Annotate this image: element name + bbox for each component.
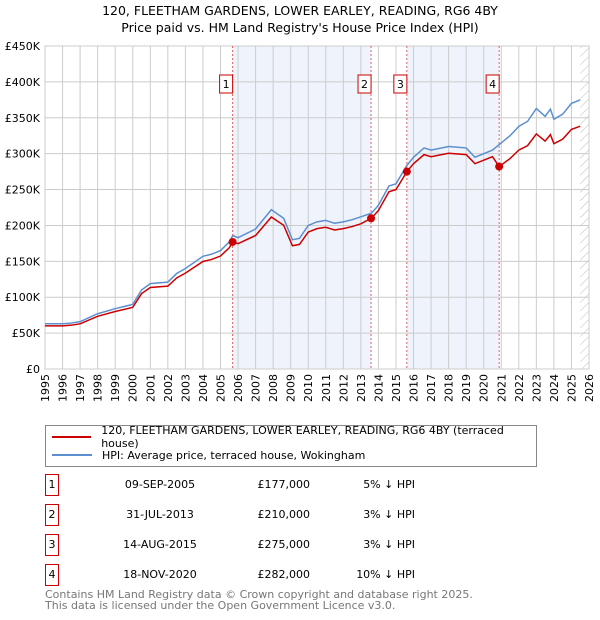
sale-marker-label: 2 bbox=[361, 78, 368, 91]
footer-copyright: Contains HM Land Registry data © Crown c… bbox=[45, 588, 473, 601]
footer: Contains HM Land Registry data © Crown c… bbox=[45, 589, 473, 611]
shaded-period bbox=[406, 46, 500, 369]
y-tick-label: £100K bbox=[5, 291, 41, 304]
x-tick-label: 1999 bbox=[109, 374, 122, 402]
property-price-line bbox=[45, 125, 581, 327]
shaded-period bbox=[232, 46, 372, 369]
y-tick-label: £450K bbox=[5, 40, 41, 53]
y-tick-label: £400K bbox=[5, 76, 41, 89]
chart-subtitle: Price paid vs. HM Land Registry's House … bbox=[121, 20, 479, 35]
sale-point bbox=[367, 214, 376, 223]
x-tick-label: 2011 bbox=[320, 374, 333, 402]
sale-point bbox=[495, 162, 504, 171]
sale-date: 31-JUL-2013 bbox=[126, 508, 194, 521]
legend-item-hpi: HPI: Average price, terraced house, Woki… bbox=[52, 447, 365, 463]
sale-hpi-diff: 3% ↓ HPI bbox=[363, 538, 415, 551]
x-tick-label: 2008 bbox=[267, 374, 280, 402]
footer-licence: This data is licensed under the Open Gov… bbox=[45, 599, 396, 612]
x-tick-label: 2005 bbox=[214, 374, 227, 402]
y-tick-label: £250K bbox=[5, 184, 41, 197]
x-tick-label: 2012 bbox=[337, 374, 350, 402]
sale-marker-label: 4 bbox=[45, 564, 59, 586]
y-tick-label: £150K bbox=[5, 255, 41, 268]
x-tick-label: 2016 bbox=[408, 374, 421, 402]
x-tick-label: 2000 bbox=[127, 374, 140, 402]
x-tick-label: 1995 bbox=[39, 374, 52, 402]
sale-marker-box bbox=[393, 74, 408, 94]
legend-swatch-blue bbox=[52, 454, 92, 456]
sale-point bbox=[228, 237, 237, 246]
y-tick-label: £50K bbox=[12, 327, 41, 340]
sale-date: 18-NOV-2020 bbox=[123, 568, 197, 581]
sale-price: £282,000 bbox=[257, 568, 311, 581]
sale-marker-box bbox=[357, 74, 372, 94]
sale-marker-label: 1 bbox=[223, 78, 230, 91]
x-tick-label: 1996 bbox=[57, 374, 70, 402]
x-tick-label: 2014 bbox=[372, 374, 385, 402]
x-tick-label: 2025 bbox=[565, 374, 578, 402]
x-tick-label: 2010 bbox=[302, 374, 315, 402]
sale-row: 4 18-NOV-2020 £282,000 10% ↓ HPI bbox=[45, 564, 445, 588]
x-tick-label: 2017 bbox=[425, 374, 438, 402]
sale-date: 14-AUG-2015 bbox=[123, 538, 197, 551]
x-tick-label: 2024 bbox=[548, 374, 561, 402]
y-tick-label: £300K bbox=[5, 148, 41, 161]
x-tick-label: 2006 bbox=[232, 374, 245, 402]
x-tick-label: 2009 bbox=[285, 374, 298, 402]
y-tick-label: £0 bbox=[26, 363, 40, 376]
sale-hpi-diff: 5% ↓ HPI bbox=[363, 478, 415, 491]
x-tick-label: 2001 bbox=[144, 374, 157, 402]
x-tick-label: 2007 bbox=[250, 374, 263, 402]
forecast-hatch bbox=[580, 46, 589, 369]
x-tick-label: 2015 bbox=[390, 374, 403, 402]
sale-hpi-diff: 3% ↓ HPI bbox=[363, 508, 415, 521]
sale-marker-label: 2 bbox=[45, 504, 59, 526]
x-tick-label: 2013 bbox=[355, 374, 368, 402]
plot-frame bbox=[44, 45, 590, 370]
x-tick-label: 2023 bbox=[530, 374, 543, 402]
sale-marker-label: 4 bbox=[489, 78, 496, 91]
y-tick-label: £350K bbox=[5, 112, 41, 125]
x-tick-label: 2002 bbox=[162, 374, 175, 402]
sale-row: 3 14-AUG-2015 £275,000 3% ↓ HPI bbox=[45, 534, 445, 558]
sale-date: 09-SEP-2005 bbox=[124, 478, 196, 491]
legend: 120, FLEETHAM GARDENS, LOWER EARLEY, REA… bbox=[45, 424, 537, 467]
legend-item-property: 120, FLEETHAM GARDENS, LOWER EARLEY, REA… bbox=[52, 424, 536, 450]
sale-hpi-diff: 10% ↓ HPI bbox=[356, 568, 415, 581]
chart-plot: 1995 1996 1997 1998 1999 2000 2001 2002 2003 2004… bbox=[5, 40, 596, 402]
x-tick-label: 2020 bbox=[478, 374, 491, 402]
sale-price: £275,000 bbox=[257, 538, 311, 551]
sale-marker-box bbox=[485, 74, 500, 94]
y-tick-label: £200K bbox=[5, 219, 41, 232]
x-tick-label: 2018 bbox=[443, 374, 456, 402]
x-tick-label: 2003 bbox=[179, 374, 192, 402]
sale-price: £177,000 bbox=[257, 478, 311, 491]
sale-marker-label: 3 bbox=[397, 78, 404, 91]
x-tick-label: 2004 bbox=[197, 374, 210, 402]
sale-row: 1 09-SEP-2005 £177,000 5% ↓ HPI bbox=[45, 474, 445, 498]
x-tick-label: 2026 bbox=[583, 374, 596, 402]
x-tick-label: 1997 bbox=[74, 374, 87, 402]
x-tick-label: 2019 bbox=[460, 374, 473, 402]
legend-label: 120, FLEETHAM GARDENS, LOWER EARLEY, REA… bbox=[101, 424, 504, 450]
sale-marker-box bbox=[219, 74, 234, 94]
chart-title: 120, FLEETHAM GARDENS, LOWER EARLEY, REA… bbox=[102, 3, 498, 18]
hpi-line bbox=[45, 99, 581, 325]
legend-swatch-red bbox=[52, 436, 92, 438]
sale-marker-label: 1 bbox=[45, 474, 59, 496]
x-tick-label: 2022 bbox=[513, 374, 526, 402]
sale-marker-label: 3 bbox=[45, 534, 59, 556]
sale-price: £210,000 bbox=[257, 508, 311, 521]
x-tick-label: 1998 bbox=[92, 374, 105, 402]
sale-point bbox=[402, 167, 411, 176]
x-tick-label: 2021 bbox=[495, 374, 508, 402]
sale-row: 2 31-JUL-2013 £210,000 3% ↓ HPI bbox=[45, 504, 445, 528]
legend-label: HPI: Average price, terraced house, Woki… bbox=[102, 448, 366, 462]
